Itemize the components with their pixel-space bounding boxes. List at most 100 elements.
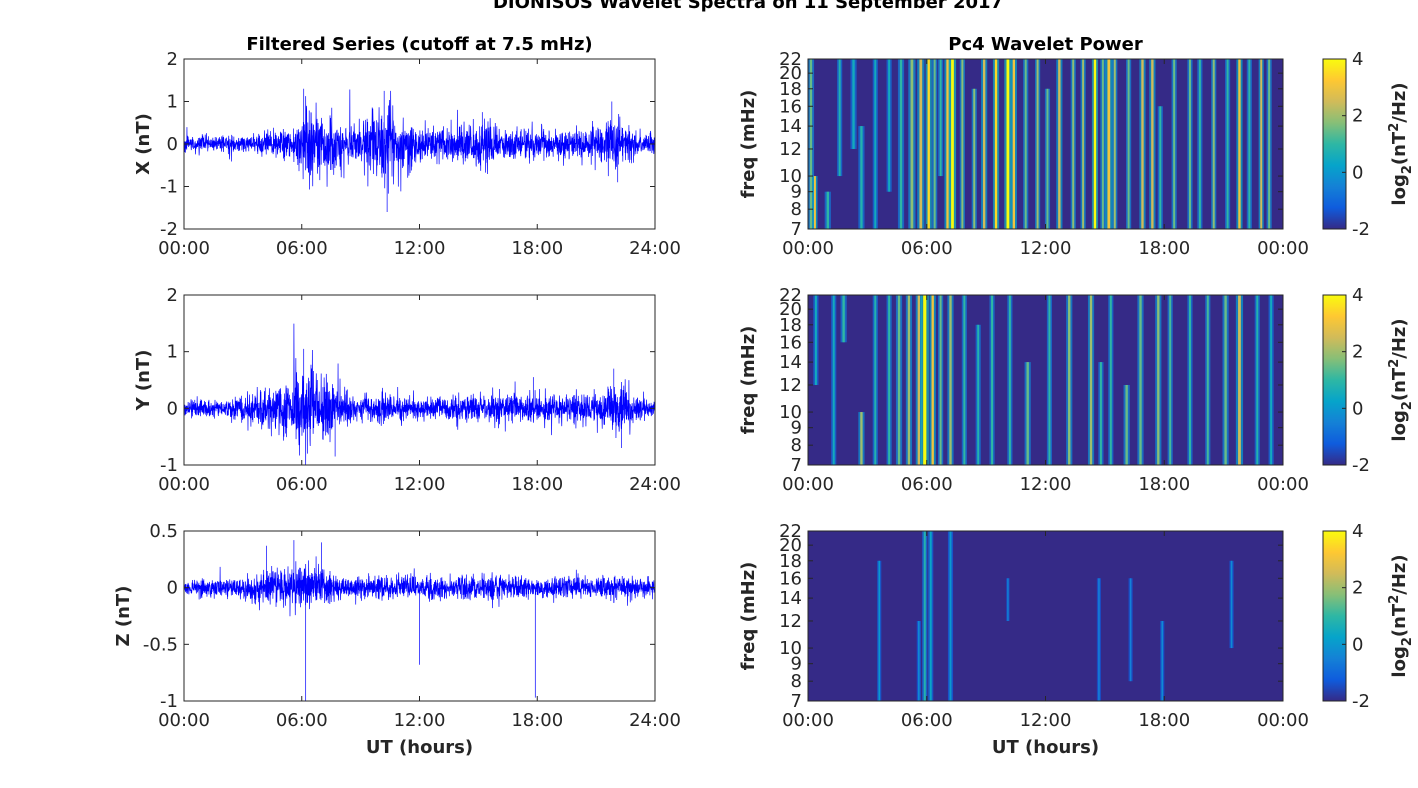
heatmap-background — [808, 295, 1283, 465]
colorbar-tick-label: 4 — [1352, 49, 1363, 70]
x-tick-label: 12:00 — [394, 474, 446, 495]
power-streak — [1270, 295, 1273, 465]
power-streak — [994, 59, 998, 229]
y-tick-label: 10 — [779, 638, 802, 659]
power-streak — [949, 295, 952, 465]
power-streak — [973, 88, 976, 229]
y-tick-label: 0 — [167, 134, 178, 155]
x-tick-label: 24:00 — [629, 710, 681, 731]
y-tick-label: 18 — [779, 79, 802, 100]
power-streak — [1226, 59, 1229, 229]
power-streak — [1012, 59, 1016, 229]
power-streak — [899, 59, 903, 229]
power-streak — [1098, 578, 1100, 701]
y-tick-label: 10 — [779, 166, 802, 187]
y-tick-label: 9 — [791, 418, 802, 439]
y-tick-label: 10 — [779, 402, 802, 423]
power-streak — [1125, 384, 1128, 465]
panel-title: Pc4 Wavelet Power — [948, 34, 1143, 55]
power-streak — [949, 531, 952, 701]
x-tick-label: 06:00 — [276, 474, 328, 495]
power-streak — [1159, 106, 1162, 229]
power-streak — [1107, 59, 1111, 229]
y-tick-label: 20 — [779, 299, 802, 320]
power-streak — [874, 295, 877, 465]
panel-title: Filtered Series (cutoff at 7.5 mHz) — [246, 34, 592, 55]
power-streak — [946, 59, 949, 229]
x-tick-label: 24:00 — [629, 238, 681, 259]
y-tick-label: 0 — [167, 398, 178, 419]
y-axis-label: Y (nT) — [133, 350, 154, 412]
power-streak — [951, 59, 954, 229]
power-streak — [814, 295, 817, 385]
x-tick-label: 12:00 — [1020, 474, 1072, 495]
x-tick-label: 12:00 — [1020, 710, 1072, 731]
power-streak — [931, 295, 934, 465]
power-streak — [1007, 578, 1009, 621]
y-tick-label: 20 — [779, 63, 802, 84]
power-streak — [1169, 295, 1172, 465]
heatmap-cells — [808, 531, 1283, 701]
x-tick-label: 06:00 — [901, 238, 953, 259]
colorbar-tick-label: -2 — [1352, 691, 1370, 712]
power-streak — [919, 59, 923, 229]
power-streak — [1212, 59, 1215, 229]
figure-title: DIONISOS Wavelet Spectra on 11 September… — [493, 0, 1003, 13]
power-streak — [918, 620, 920, 701]
heatmap-cells — [808, 295, 1283, 465]
series-line-y — [184, 323, 655, 465]
power-streak — [809, 59, 813, 229]
x-tick-label: 00:00 — [782, 710, 834, 731]
y-tick-label: 16 — [779, 96, 802, 117]
y-tick-label: 22 — [779, 49, 802, 70]
y-tick-label: 20 — [779, 535, 802, 556]
colorbar-tick-label: -2 — [1352, 219, 1370, 240]
power-streak — [923, 295, 927, 465]
colorbar: -2 0 2 4 log2(nT2/Hz) — [1322, 49, 1415, 240]
power-streak — [1072, 59, 1075, 229]
power-streak — [963, 295, 966, 465]
y-tick-label: -2 — [160, 219, 178, 240]
power-streak — [897, 295, 901, 465]
power-streak — [1151, 59, 1154, 229]
y-axis-label: freq (mHz) — [738, 326, 759, 435]
power-streak — [1260, 59, 1263, 229]
power-streak — [910, 59, 914, 229]
y-tick-label: 7 — [791, 455, 802, 476]
y-tick-label: 2 — [167, 285, 178, 306]
power-streak — [917, 295, 921, 465]
y-tick-label: 9 — [791, 182, 802, 203]
power-streak — [982, 59, 986, 229]
colorbar-tick-label: 0 — [1352, 398, 1363, 419]
colorbar-frame — [1322, 530, 1347, 702]
power-streak — [1089, 295, 1093, 465]
y-tick-label: 1 — [167, 342, 178, 363]
x-tick-label: 00:00 — [1257, 238, 1309, 259]
power-streak — [1093, 59, 1097, 229]
y-tick-label: -1 — [160, 691, 178, 712]
power-streak — [1238, 295, 1241, 465]
power-streak — [1101, 59, 1104, 229]
y-tick-label: 0.5 — [149, 521, 178, 542]
x-tick-label: 18:00 — [511, 238, 563, 259]
power-streak — [1046, 88, 1049, 229]
power-streak — [860, 126, 863, 229]
x-tick-label: 18:00 — [511, 474, 563, 495]
x-tick-label: 06:00 — [901, 474, 953, 495]
colorbar-tick-label: 0 — [1352, 162, 1363, 183]
power-streak — [1268, 59, 1271, 229]
x-tick-label: 24:00 — [629, 474, 681, 495]
y-tick-label: 1 — [167, 92, 178, 113]
power-streak — [832, 295, 835, 465]
x-tick-label: 12:00 — [394, 238, 446, 259]
power-streak — [1127, 59, 1130, 229]
colorbar-label: log2(nT2/Hz) — [1387, 318, 1415, 441]
power-streak — [1129, 578, 1132, 682]
y-tick-label: 9 — [791, 654, 802, 675]
colorbar-gradient — [1323, 531, 1346, 701]
power-streak — [1161, 620, 1164, 701]
y-tick-label: 14 — [779, 352, 802, 373]
colorbar-frame — [1322, 58, 1347, 230]
